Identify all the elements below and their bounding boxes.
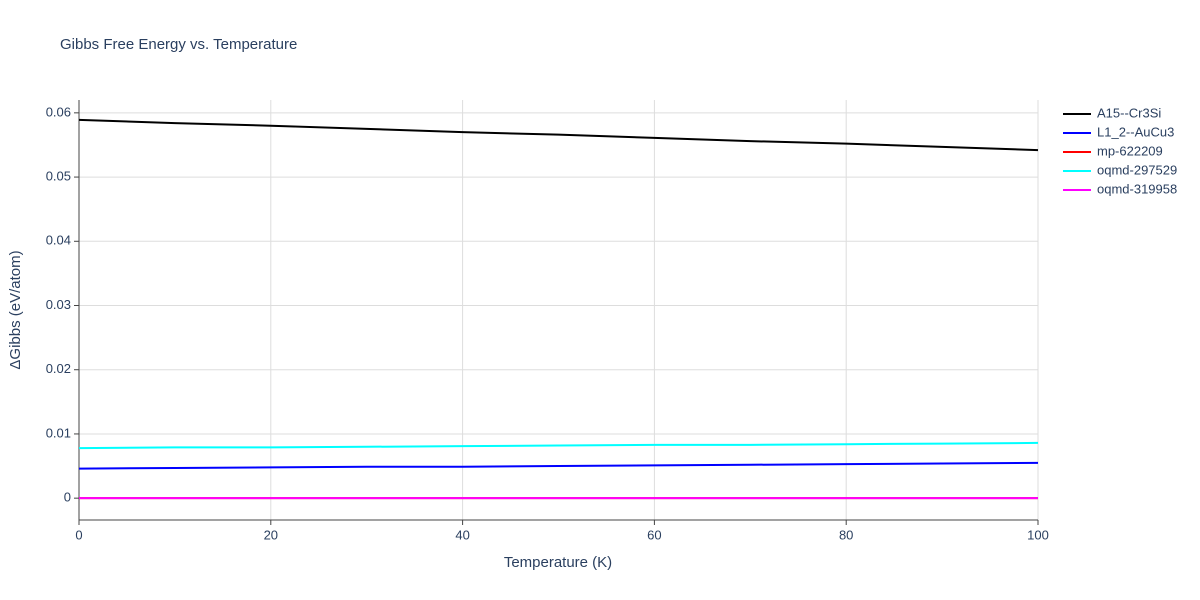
x-tick-label: 80 — [839, 527, 853, 542]
legend-label: oqmd-297529 — [1097, 162, 1177, 177]
x-tick-label: 40 — [455, 527, 469, 542]
legend-label: A15--Cr3Si — [1097, 105, 1161, 120]
legend-label: L1_2--AuCu3 — [1097, 124, 1174, 139]
x-axis-title: Temperature (K) — [504, 554, 612, 571]
series-line — [78, 441, 1039, 450]
x-tick-label: 0 — [75, 527, 82, 542]
y-tick-label: 0.01 — [46, 425, 71, 440]
x-tick-label: 100 — [1027, 527, 1049, 542]
series-line — [78, 461, 1039, 470]
y-tick-label: 0.03 — [46, 297, 71, 312]
y-tick-label: 0.04 — [46, 233, 71, 248]
y-tick-label: 0 — [64, 490, 71, 505]
series-line — [78, 118, 1039, 152]
y-tick-label: 0.06 — [46, 104, 71, 119]
legend-label: oqmd-319958 — [1097, 181, 1177, 196]
chart-title: Gibbs Free Energy vs. Temperature — [60, 36, 297, 53]
y-tick-label: 0.05 — [46, 169, 71, 184]
x-tick-label: 60 — [647, 527, 661, 542]
legend-label: mp-622209 — [1097, 143, 1163, 158]
y-tick-label: 0.02 — [46, 361, 71, 376]
x-tick-label: 20 — [264, 527, 278, 542]
y-axis-title: ΔGibbs (eV/atom) — [7, 250, 24, 369]
